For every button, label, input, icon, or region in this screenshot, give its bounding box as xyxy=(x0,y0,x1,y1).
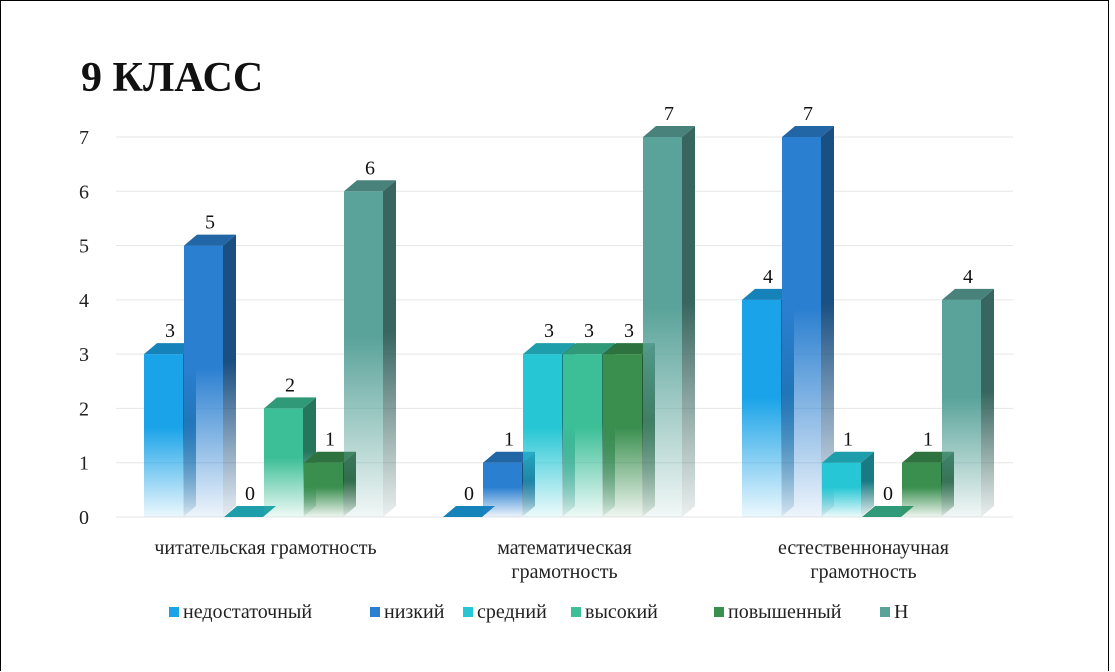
bar-front xyxy=(782,137,821,517)
data-label: 4 xyxy=(963,266,973,288)
y-tick-label: 3 xyxy=(79,344,89,366)
bar xyxy=(782,126,834,517)
bar-side xyxy=(861,451,874,517)
bar-side xyxy=(383,180,396,518)
data-label: 1 xyxy=(923,429,933,451)
chart-title: 9 КЛАСС xyxy=(81,55,263,101)
data-label: 0 xyxy=(883,483,893,505)
data-label: 7 xyxy=(664,103,674,125)
bar-front xyxy=(523,354,562,517)
bar-front xyxy=(742,299,781,517)
category-label: естественнонаучная xyxy=(778,537,949,559)
legend-swatch xyxy=(463,607,473,617)
data-label: 3 xyxy=(584,320,594,342)
bar xyxy=(643,126,695,517)
bar xyxy=(822,451,874,517)
data-label: 0 xyxy=(464,483,474,505)
bar xyxy=(344,180,396,518)
bar-front xyxy=(603,354,642,517)
category-label: читательская грамотность xyxy=(154,537,376,559)
legend-label: повышенный xyxy=(728,601,842,623)
bar-top xyxy=(742,288,794,300)
bar xyxy=(443,506,495,517)
data-label: 7 xyxy=(803,103,813,125)
bars xyxy=(144,126,994,518)
bar-side xyxy=(223,234,236,518)
legend-swatch xyxy=(880,607,890,617)
legend-label: высокий xyxy=(585,601,658,623)
legend-label: недостаточный xyxy=(183,601,312,623)
data-label: 1 xyxy=(843,429,853,451)
legend: недостаточный низкий средний высокий повышен… xyxy=(169,601,908,623)
bar-top xyxy=(443,506,495,517)
y-tick-label: 6 xyxy=(79,181,89,203)
bar-front xyxy=(264,408,303,517)
data-label: 5 xyxy=(205,212,215,234)
y-tick-label: 5 xyxy=(79,236,89,258)
legend-label: Н xyxy=(894,601,908,623)
legend-swatch xyxy=(714,607,724,617)
data-label: 0 xyxy=(245,483,255,505)
data-label: 2 xyxy=(285,374,295,396)
bar-side xyxy=(821,126,834,517)
y-tick-label: 2 xyxy=(79,398,89,420)
legend-label: средний xyxy=(477,601,547,623)
bar-top xyxy=(862,506,914,517)
bar-front xyxy=(144,354,183,517)
bar xyxy=(862,506,914,517)
bar-top xyxy=(563,343,615,355)
bar-front xyxy=(184,245,223,518)
legend-swatch xyxy=(370,607,380,617)
data-label: 1 xyxy=(504,429,514,451)
bar-front xyxy=(483,462,522,517)
bar-side xyxy=(981,288,994,517)
bar-top xyxy=(643,126,695,137)
bar-front xyxy=(942,299,981,517)
y-tick-label: 4 xyxy=(79,290,89,312)
bar xyxy=(264,397,316,517)
bar xyxy=(942,288,994,517)
bar-top xyxy=(942,288,994,300)
category-label: математическая xyxy=(497,537,632,559)
bar-top xyxy=(264,397,316,409)
bar-front xyxy=(563,354,602,517)
bar-top xyxy=(184,234,236,246)
bar-top xyxy=(344,180,396,192)
bar-side xyxy=(682,126,695,517)
bar-front xyxy=(344,191,383,518)
data-label: 6 xyxy=(365,157,375,179)
category-label: грамотность xyxy=(511,561,617,583)
bar-top xyxy=(603,343,655,355)
bar-top xyxy=(902,451,954,463)
bar-top xyxy=(144,343,196,355)
bar-top xyxy=(782,126,834,137)
bar-top xyxy=(483,451,535,463)
bar-front xyxy=(304,462,343,517)
bar-top xyxy=(304,451,356,463)
bar-front xyxy=(822,462,861,517)
bar-front xyxy=(643,137,682,517)
data-label: 3 xyxy=(165,320,175,342)
data-label: 3 xyxy=(544,320,554,342)
legend-swatch xyxy=(169,607,179,617)
category-label: грамотность xyxy=(810,561,916,583)
y-tick-label: 0 xyxy=(79,507,89,529)
y-tick-label: 1 xyxy=(79,453,89,475)
legend-swatch xyxy=(571,607,581,617)
bar xyxy=(224,506,276,517)
data-label: 4 xyxy=(763,266,773,288)
data-label: 3 xyxy=(624,320,634,342)
bar-top xyxy=(224,506,276,517)
bar-front xyxy=(902,462,941,517)
bar xyxy=(184,234,236,518)
bar-top xyxy=(523,343,575,355)
bar-top xyxy=(822,451,874,463)
y-tick-label: 7 xyxy=(79,127,89,149)
legend-label: низкий xyxy=(384,601,445,623)
data-label: 1 xyxy=(325,429,335,451)
